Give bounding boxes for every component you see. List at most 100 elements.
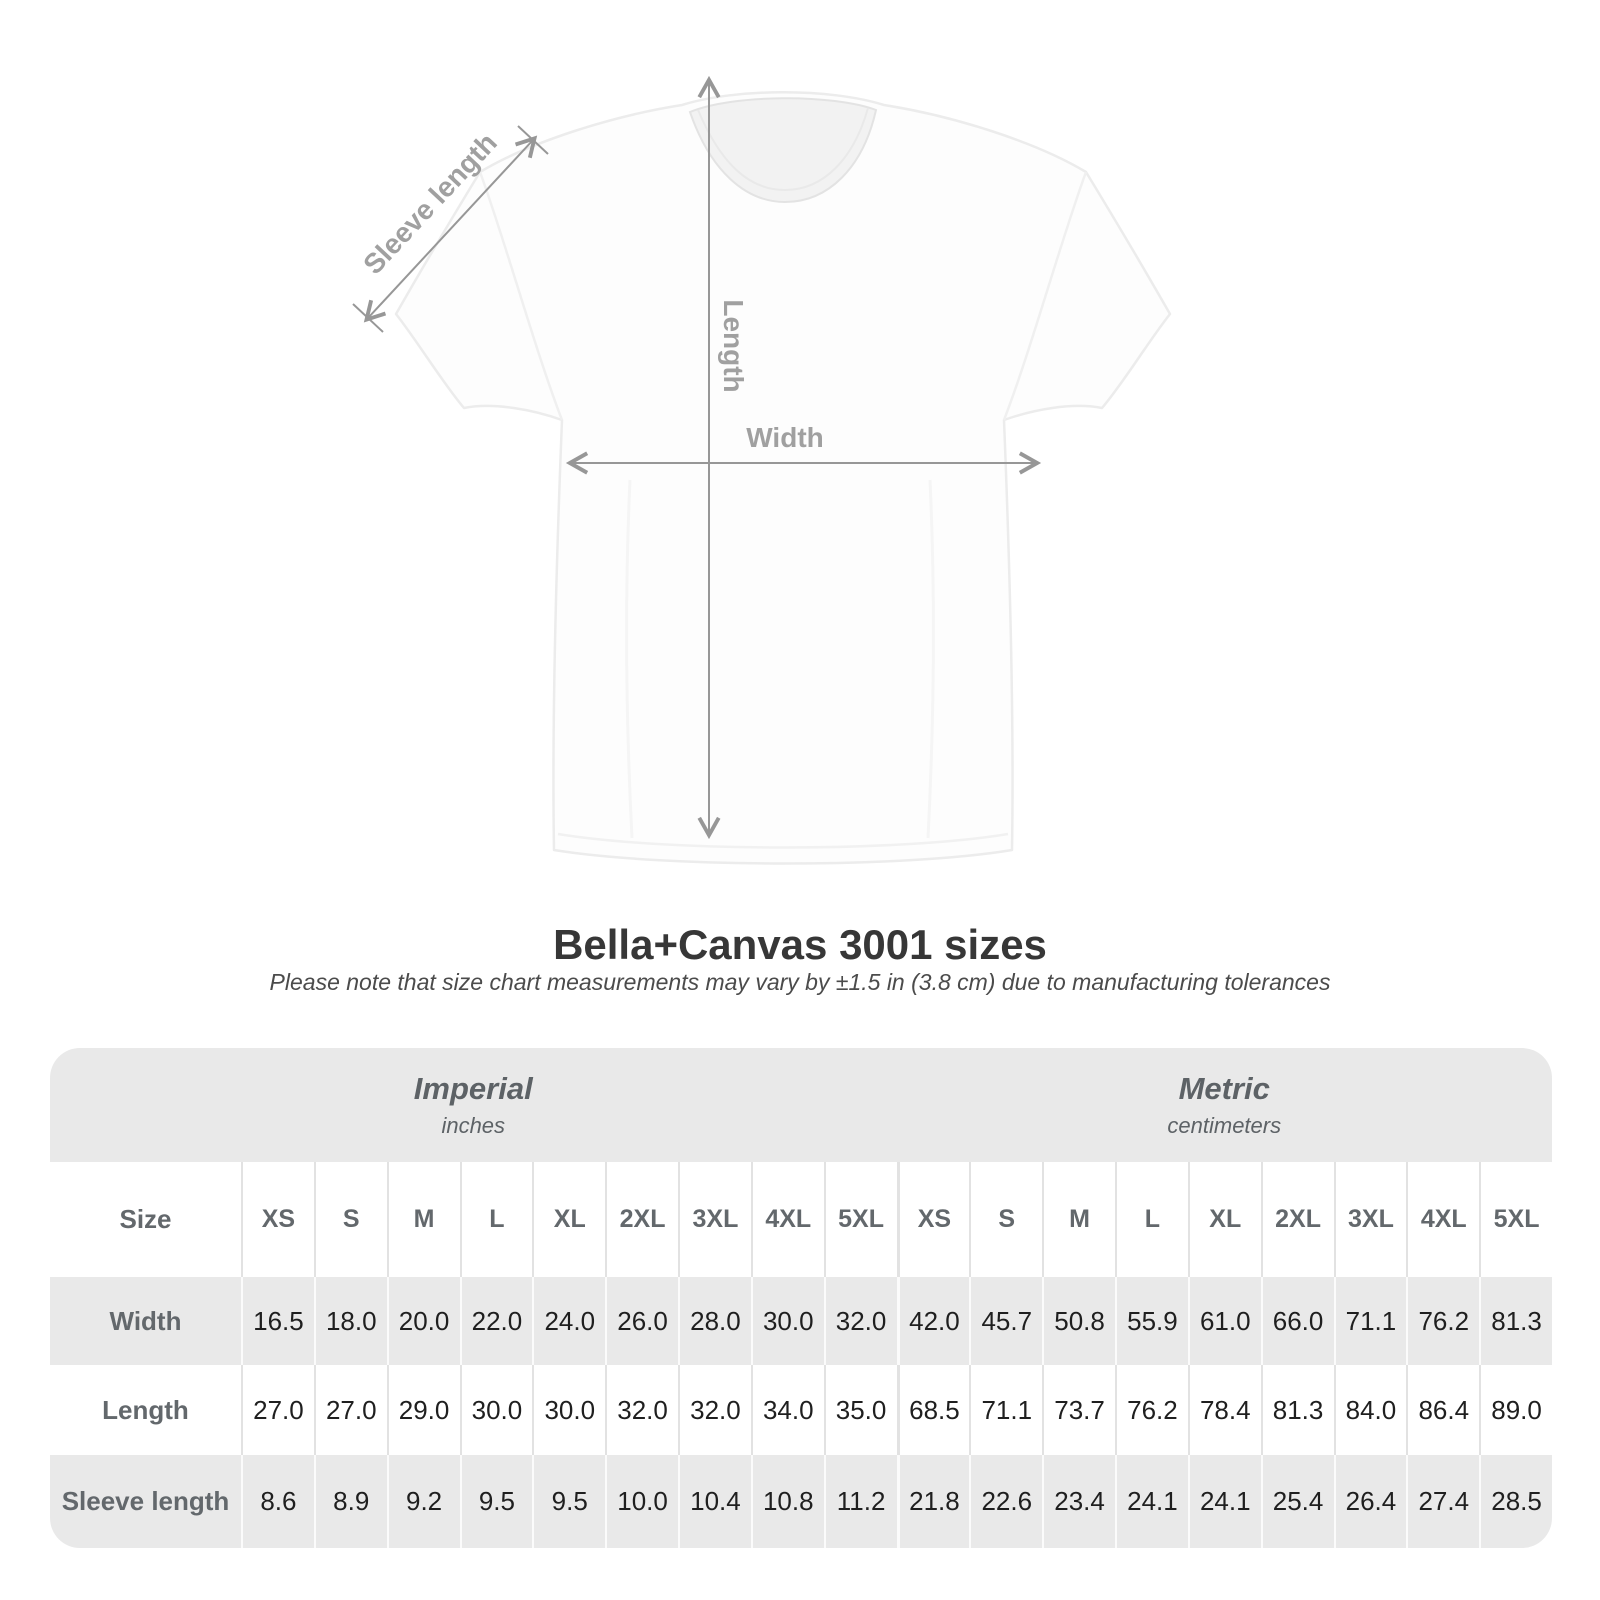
metric-group-label: Metric [1178,1071,1270,1106]
imperial-group-header: Imperial inches [50,1048,897,1162]
tshirt-measurement-diagram: Length Width Sleeve length [352,75,1172,865]
table-cell: 24.1 [1187,1455,1261,1548]
table-cell: 32.0 [678,1365,751,1455]
size-column-header: XL [1187,1162,1261,1277]
size-column-header: S [313,1162,387,1277]
table-cell: 71.1 [1333,1277,1407,1365]
imperial-group-unit: inches [441,1113,506,1138]
table-cell: 30.0 [459,1365,533,1455]
table-cell: 23.4 [1042,1455,1115,1548]
table-cell: 25.4 [1260,1455,1334,1548]
table-cell: 71.1 [969,1365,1043,1455]
tshirt-armhole-seam-right [1002,171,1088,421]
row-label: Length [50,1365,241,1455]
size-column-header: 5XL [1479,1162,1552,1277]
width-dimension-label: Width [746,422,824,453]
size-column-header: L [1115,1162,1188,1277]
table-cell: 28.0 [678,1277,751,1365]
table-cell: 30.0 [532,1365,606,1455]
table-cell: 42.0 [896,1277,970,1365]
table-cell: 16.5 [241,1277,314,1365]
table-cell: 10.4 [678,1455,751,1548]
page-title: Bella+Canvas 3001 sizes [553,921,1047,968]
size-column-header: XS [241,1162,314,1277]
table-cell: 81.3 [1479,1277,1552,1365]
size-column-header: 4XL [750,1162,824,1277]
table-cell: 68.5 [896,1365,970,1455]
size-column-header: 3XL [1333,1162,1407,1277]
tshirt-fold [625,479,634,839]
table-cell: 27.4 [1406,1455,1480,1548]
table-cell: 18.0 [313,1277,387,1365]
size-column-header: 3XL [678,1162,751,1277]
table-cell: 30.0 [750,1277,824,1365]
table-cell: 27.0 [241,1365,314,1455]
table-cell: 89.0 [1479,1365,1552,1455]
tshirt-neck-opening [688,97,878,204]
table-cell: 10.8 [750,1455,824,1548]
table-cell: 84.0 [1333,1365,1407,1455]
size-column-header: 5XL [823,1162,897,1277]
width-dimension: Width [565,422,1042,475]
length-dimension-label: Length [718,299,749,392]
size-column-header: XL [532,1162,606,1277]
table-cell: 73.7 [1042,1365,1115,1455]
table-cell: 76.2 [1406,1277,1480,1365]
sleeve-arrow [363,135,538,323]
tshirt-fold [926,479,935,839]
table-cell: 32.0 [823,1277,897,1365]
table-cell: 76.2 [1115,1365,1188,1455]
table-cell: 35.0 [823,1365,897,1455]
table-cell: 9.5 [532,1455,606,1548]
size-column-header: 2XL [605,1162,678,1277]
table-cell: 26.4 [1333,1455,1407,1548]
table-cell: 32.0 [605,1365,678,1455]
size-column-header: 4XL [1406,1162,1480,1277]
table-cell: 21.8 [896,1455,970,1548]
row-label: Width [50,1277,241,1365]
table-cell: 9.5 [459,1455,533,1548]
page-subtitle: Please note that size chart measurements… [269,969,1331,995]
table-cell: 66.0 [1260,1277,1334,1365]
size-column-header: M [1042,1162,1115,1277]
table-cell: 24.1 [1115,1455,1188,1548]
table-cell: 28.5 [1479,1455,1552,1548]
table-cell: 78.4 [1187,1365,1261,1455]
tshirt-graphic [394,91,1172,865]
size-corner-label: Size [50,1162,241,1277]
size-table: Imperial inches Metric centimeters Size X… [50,1048,1552,1548]
metric-group-unit: centimeters [1167,1113,1282,1138]
size-column-header: XS [896,1162,970,1277]
size-column-header: S [969,1162,1043,1277]
tshirt-body [394,91,1172,865]
table-cell: 20.0 [386,1277,460,1365]
imperial-group-label: Imperial [413,1071,533,1106]
table-cell: 29.0 [386,1365,460,1455]
table-cell: 22.0 [459,1277,533,1365]
metric-group-header: Metric centimeters [896,1048,1552,1162]
table-cell: 55.9 [1115,1277,1188,1365]
table-cell: 11.2 [823,1455,897,1548]
row-label: Sleeve length [50,1455,241,1548]
sleeve-arrow-end-tick [517,125,549,155]
table-cell: 61.0 [1187,1277,1261,1365]
size-column-header: 2XL [1260,1162,1334,1277]
table-cell: 8.6 [241,1455,314,1548]
table-cell: 27.0 [313,1365,387,1455]
sleeve-arrow-end-tick [352,303,384,333]
table-cell: 9.2 [386,1455,460,1548]
size-column-header: L [459,1162,533,1277]
table-cell: 45.7 [969,1277,1043,1365]
size-column-header: M [386,1162,460,1277]
table-cell: 24.0 [532,1277,606,1365]
table-cell: 10.0 [605,1455,678,1548]
table-cell: 22.6 [969,1455,1043,1548]
table-cell: 34.0 [750,1365,824,1455]
tshirt-hem-seam [557,832,1009,849]
table-cell: 50.8 [1042,1277,1115,1365]
table-cell: 81.3 [1260,1365,1334,1455]
table-cell: 8.9 [313,1455,387,1548]
table-cell: 86.4 [1406,1365,1480,1455]
table-cell: 26.0 [605,1277,678,1365]
